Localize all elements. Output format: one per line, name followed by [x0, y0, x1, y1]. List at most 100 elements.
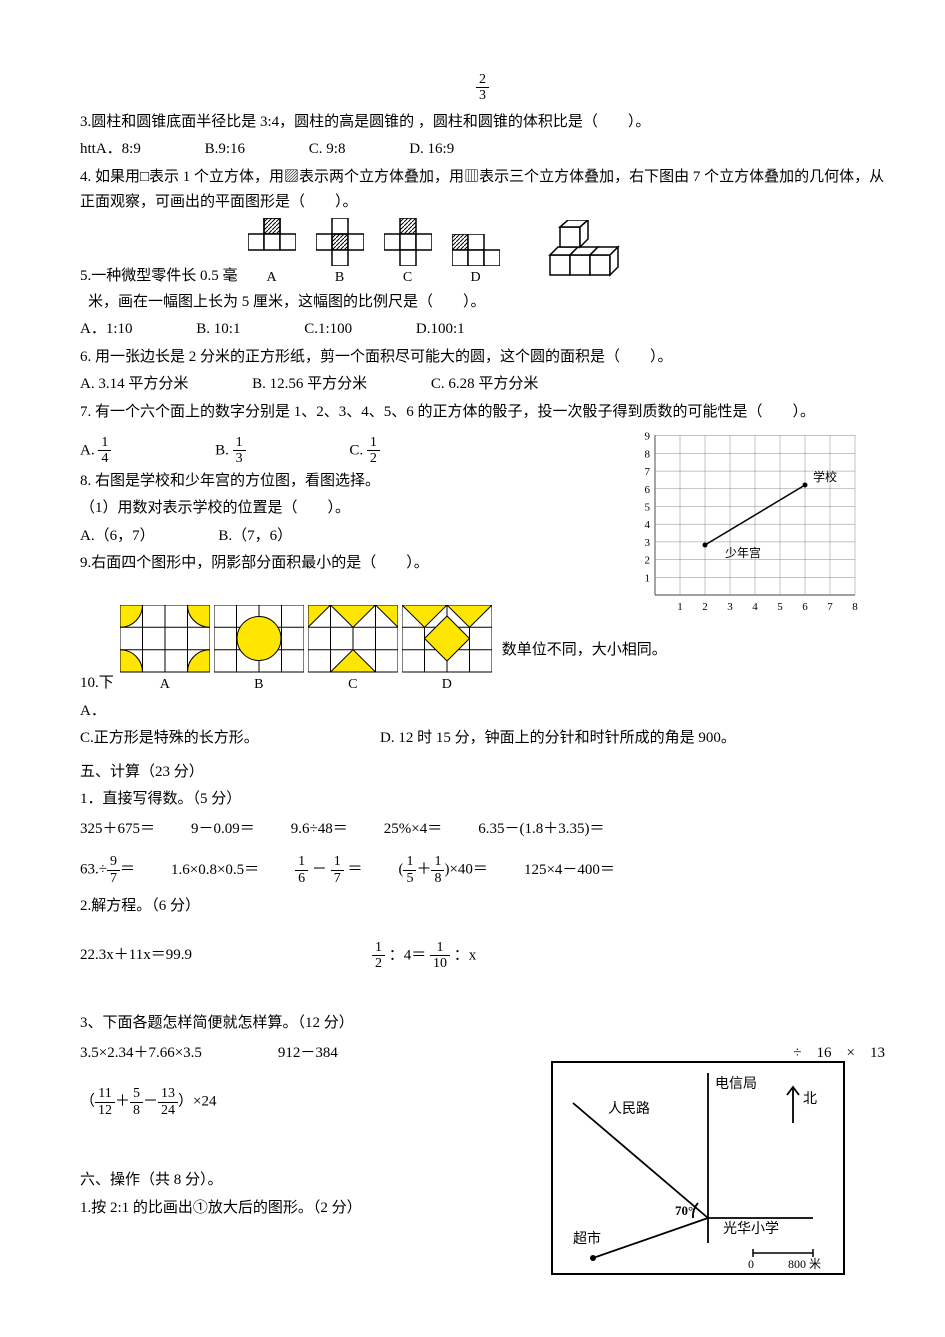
- svg-text:8: 8: [645, 448, 651, 460]
- map-school: 光华小学: [723, 1221, 779, 1237]
- sec5-eq-row: 22.3x＋11x＝99.9 12 ：4＝ 110 ：x: [80, 940, 885, 972]
- q4-shape-a: A: [248, 218, 296, 290]
- map-dxj: 电信局: [715, 1076, 757, 1092]
- svg-text:6: 6: [802, 601, 808, 613]
- sec5-p2: 2.解方程。（6 分）: [80, 894, 885, 920]
- r1-d: 25%×4＝: [384, 817, 442, 843]
- r1-e: 6.35－(1.8＋3.35)＝: [478, 817, 604, 843]
- r3-a: 3.5×2.34＋7.66×3.5: [80, 1041, 202, 1067]
- q8-label-school: 学校: [813, 469, 837, 484]
- q10-text-b: 数单位不同，大小相同。: [502, 638, 667, 664]
- q6-text: 6. 用一张边长是 2 分米的正方形纸，剪一个面积尽可能大的圆，这个圆的面积是（…: [80, 345, 885, 371]
- q4-shape-d: D: [452, 234, 500, 290]
- svg-text:1: 1: [677, 601, 683, 613]
- cubes-3d-svg: [530, 220, 620, 290]
- q4-shape-c: C: [384, 218, 432, 290]
- q6-opts: A. 3.14 平方分米 B. 12.56 平方分米 C. 6.28 平方分米: [80, 372, 885, 398]
- shape-a-svg: [248, 218, 296, 266]
- q3: 23: [80, 72, 885, 104]
- sec5-row2: 63.÷97＝ 1.6×0.8×0.5＝ 16 － 17 ＝ (15＋18)×4…: [80, 854, 885, 886]
- svg-text:1: 1: [645, 572, 651, 584]
- svg-text:2: 2: [645, 555, 651, 567]
- q9-shape-b: B: [214, 605, 304, 697]
- q10-opt-d: D. 12 时 15 分，钟面上的分针和时针所成的角是 900。: [380, 726, 736, 752]
- q7-text: 7. 有一个六个面上的数字分别是 1、2、3、4、5、6 的正方体的骰子，投一次…: [80, 400, 885, 426]
- q9-label-c: C: [308, 673, 398, 697]
- q5-text-b: 米，画在一幅图上长为 5 厘米，这幅图的比例尺是（ ）。: [88, 290, 486, 316]
- r1-c: 9.6÷48＝: [291, 817, 348, 843]
- eq1: 22.3x＋11x＝99.9: [80, 943, 192, 969]
- q9-label-b: B: [214, 673, 304, 697]
- q7-opt-b: B. 13: [215, 435, 246, 467]
- q6-opt-c: C. 6.28 平方分米: [431, 372, 539, 398]
- svg-text:2: 2: [702, 601, 708, 613]
- sec5-p3: 3、下面各题怎样简便就怎样算。（12 分）: [80, 1011, 885, 1037]
- q7-opt-c: C. 12: [349, 435, 380, 467]
- shape-d-svg: [452, 234, 500, 266]
- r2-a: 63.÷97＝: [80, 854, 135, 886]
- svg-text:7: 7: [645, 466, 651, 478]
- r2-b: 1.6×0.8×0.5＝: [171, 858, 259, 884]
- q10-opt-c: C.正方形是特殊的长方形。: [80, 726, 380, 752]
- q9-label-d: D: [402, 673, 492, 697]
- q4-label-d: D: [452, 266, 500, 290]
- r2-e: 125×4－400＝: [524, 858, 615, 884]
- q3-opt-a: httA．8:9: [80, 137, 141, 163]
- svg-text:9: 9: [645, 431, 651, 443]
- q3-text: 3.圆柱和圆锥底面半径比是 3:4，圆柱的高是圆锥的 ，圆柱和圆锥的体积比是（ …: [80, 110, 885, 136]
- q9-shape-d: D: [402, 605, 492, 697]
- map-scale0: 0: [748, 1257, 754, 1271]
- q9-label-a: A: [120, 673, 210, 697]
- map-angle: 70°: [675, 1203, 693, 1218]
- svg-text:4: 4: [752, 601, 758, 613]
- q3-text-a: 3.圆柱和圆锥底面半径比是 3:4，圆柱的高是圆锥的: [80, 114, 414, 130]
- map-road: 人民路: [608, 1101, 650, 1117]
- q3-frac: 23: [476, 72, 489, 104]
- q8-opt-a: A.（6，7）: [80, 524, 155, 550]
- svg-text:5: 5: [645, 502, 651, 514]
- svg-text:5: 5: [777, 601, 783, 613]
- sec5-row3-block: 3.5×2.34＋7.66×3.5 912－384 ÷ 16 × 13 （111…: [80, 1041, 885, 1291]
- q4-text: 4. 如果用□表示 1 个立方体，用▨表示两个立方体叠加，用▥表示三个立方体叠加…: [80, 165, 885, 216]
- r2-d: (15＋18)×40＝: [398, 854, 487, 886]
- r1-b: 9－0.09＝: [191, 817, 255, 843]
- q4-3d: [530, 220, 620, 290]
- q10-cd: C.正方形是特殊的长方形。 D. 12 时 15 分，钟面上的分针和时针所成的角…: [80, 726, 885, 752]
- q9-shape-a: A: [120, 605, 210, 697]
- r2-c: 16 － 17 ＝: [295, 854, 362, 886]
- q8-label-sng: 少年宫: [725, 545, 761, 560]
- q8-grid-svg: 123456789 12345678 少年宫 学校: [625, 425, 895, 625]
- q8-opt-b: B.（7，6）: [218, 524, 292, 550]
- q5-opt-c: C.1:100: [304, 317, 352, 343]
- q5-opt-b: B. 10:1: [196, 317, 240, 343]
- sec5-p1: 1．直接写得数。（5 分）: [80, 787, 885, 813]
- map-scale1: 800 米: [788, 1257, 821, 1271]
- q4-shapes-row: 5.一种微型零件长 0.5 毫 A B: [80, 218, 885, 315]
- q4-label-b: B: [316, 266, 364, 290]
- q3-opt-c: C. 9:8: [309, 137, 346, 163]
- svg-text:6: 6: [645, 484, 651, 496]
- q5-opt-a: A．1:10: [80, 317, 133, 343]
- svg-text:3: 3: [727, 601, 733, 613]
- shape-b-svg: [316, 218, 364, 266]
- q3-text-b: ，圆柱和圆锥的体积比是（ ）。: [418, 114, 651, 130]
- q4-shape-b: B: [316, 218, 364, 290]
- q5-text-a: 5.一种微型零件长 0.5 毫: [80, 264, 238, 290]
- r1-a: 325＋675＝: [80, 817, 155, 843]
- shape-c-svg: [384, 218, 432, 266]
- q5-opts: A．1:10 B. 10:1 C.1:100 D.100:1: [80, 317, 885, 343]
- eq2: 12 ：4＝ 110 ：x: [372, 940, 476, 972]
- q9-shape-c: C: [308, 605, 398, 697]
- q3-opts: httA．8:9 B.9:16 C. 9:8 D. 16:9: [80, 137, 885, 163]
- map-sm: 超市: [573, 1230, 601, 1247]
- q4-label-c: C: [384, 266, 432, 290]
- q6-opt-a: A. 3.14 平方分米: [80, 372, 188, 398]
- svg-text:3: 3: [645, 537, 651, 549]
- q6-opt-b: B. 12.56 平方分米: [252, 372, 367, 398]
- q7-q8-block: A. 14 B. 13 C. 12 8. 右图是学校和少年宫的方位图，看图选择。…: [80, 435, 885, 605]
- q10-text-a: 10.下: [80, 671, 114, 697]
- r3-b: 912－384: [278, 1041, 338, 1067]
- svg-text:4: 4: [645, 519, 651, 531]
- map-diagram: 人民路 电信局 北 超市 光华小学 70° 0 800 米: [551, 1061, 845, 1275]
- sec5-row1: 325＋675＝ 9－0.09＝ 9.6÷48＝ 25%×4＝ 6.35－(1.…: [80, 817, 885, 843]
